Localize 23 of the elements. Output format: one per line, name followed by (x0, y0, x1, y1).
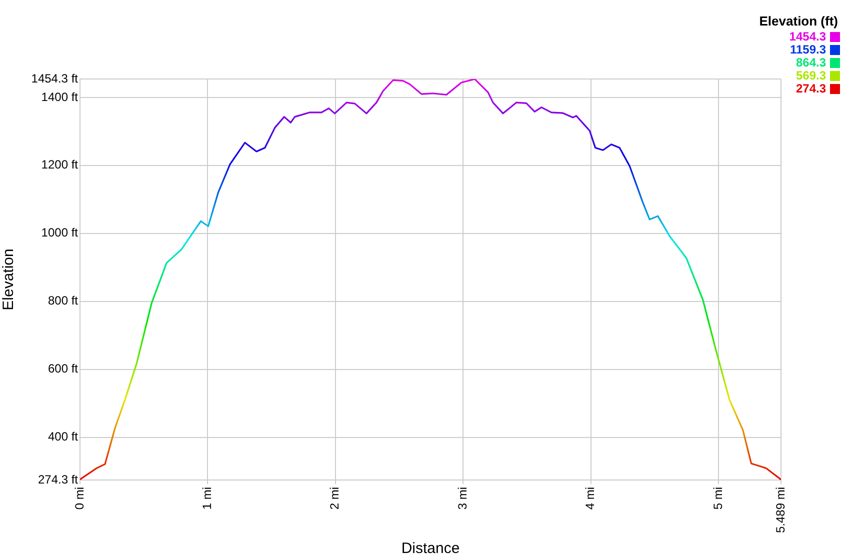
x-tick-label: 5 mi (710, 487, 725, 510)
y-tick-label: 1000 ft (41, 226, 79, 240)
y-tick-label: 800 ft (48, 294, 79, 308)
y-axis-title: Elevation (0, 248, 18, 310)
color-bar-label: 1454.3 (789, 29, 826, 44)
color-bar-label: 1159.3 (790, 42, 826, 56)
color-bar-label: 864.3 (796, 55, 826, 70)
x-tick-label: 2 mi (328, 487, 342, 510)
y-tick-label: 600 ft (48, 362, 79, 376)
x-tick-label: 5.489 mi (773, 487, 788, 534)
y-tick-label: 1454.3 ft (31, 71, 79, 86)
y-tick-label: 1400 ft (41, 90, 79, 104)
y-tick-label: 1200 ft (41, 158, 79, 172)
x-tick-label: 3 mi (455, 487, 470, 510)
x-tick-label: 0 mi (72, 487, 86, 510)
y-tick-label: 400 ft (48, 430, 79, 444)
x-tick-label: 1 mi (200, 487, 214, 510)
x-axis-title: Distance (401, 540, 460, 558)
color-bar-label: 274.3 (796, 81, 826, 96)
color-bar-title: Elevation (ft) (759, 14, 838, 29)
y-tick-label: 274.3 ft (38, 472, 79, 486)
x-tick-label: 4 mi (583, 487, 598, 510)
color-bar-label: 569.3 (796, 68, 826, 82)
